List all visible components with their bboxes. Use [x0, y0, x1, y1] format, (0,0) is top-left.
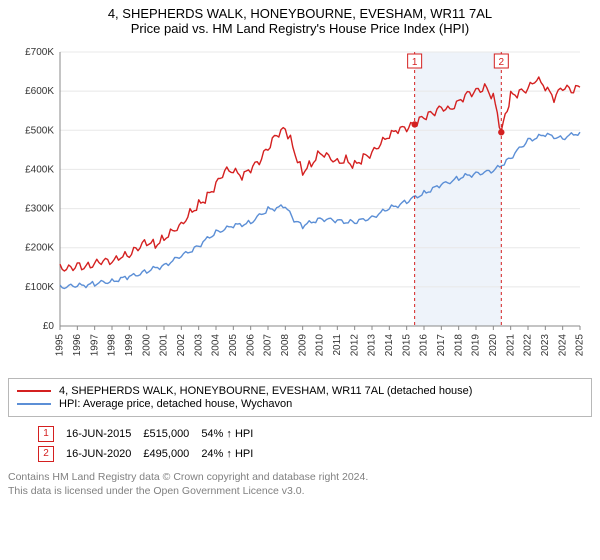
svg-text:2009: 2009 [297, 334, 308, 357]
svg-text:£700K: £700K [25, 47, 54, 58]
legend-swatch [17, 390, 51, 392]
marker-badge: 2 [38, 446, 54, 462]
marker-row: 1 16-JUN-2015£515,00054% ↑ HPI [38, 425, 263, 443]
svg-text:2014: 2014 [384, 334, 395, 357]
svg-text:2019: 2019 [471, 334, 482, 357]
marker-delta: 54% ↑ HPI [201, 425, 263, 443]
legend-label: HPI: Average price, detached house, Wych… [59, 398, 292, 410]
svg-text:2000: 2000 [141, 334, 152, 357]
svg-text:2002: 2002 [176, 334, 187, 357]
footer-attribution: Contains HM Land Registry data © Crown c… [8, 471, 592, 498]
svg-text:2022: 2022 [523, 334, 534, 357]
marker-table: 1 16-JUN-2015£515,00054% ↑ HPI 2 16-JUN-202… [36, 423, 265, 465]
svg-text:1997: 1997 [89, 334, 100, 357]
svg-text:2012: 2012 [349, 334, 360, 357]
svg-text:2006: 2006 [245, 334, 256, 357]
marker-price: £495,000 [143, 445, 199, 463]
svg-text:2021: 2021 [505, 334, 516, 357]
svg-text:2010: 2010 [315, 334, 326, 357]
svg-text:2003: 2003 [193, 334, 204, 357]
svg-text:£100K: £100K [25, 282, 54, 293]
svg-text:2024: 2024 [557, 334, 568, 357]
chart-title: 4, SHEPHERDS WALK, HONEYBOURNE, EVESHAM,… [8, 6, 592, 21]
svg-text:£400K: £400K [25, 164, 54, 175]
legend-item: HPI: Average price, detached house, Wych… [17, 398, 583, 410]
svg-text:2025: 2025 [575, 334, 586, 357]
svg-text:2015: 2015 [401, 334, 412, 357]
svg-text:2008: 2008 [280, 334, 291, 357]
svg-text:£300K: £300K [25, 204, 54, 215]
svg-text:2007: 2007 [263, 334, 274, 357]
footer-line1: Contains HM Land Registry data © Crown c… [8, 471, 592, 485]
marker-date: 16-JUN-2020 [66, 445, 141, 463]
legend: 4, SHEPHERDS WALK, HONEYBOURNE, EVESHAM,… [8, 378, 592, 417]
chart-area: £0 £100K £200K £300K £400K £500K £600K £700K 199… [8, 42, 592, 372]
line-chart-svg: £0 £100K £200K £300K £400K £500K £600K £700K 199… [8, 42, 592, 372]
svg-text:2016: 2016 [419, 334, 430, 357]
chart-container: 4, SHEPHERDS WALK, HONEYBOURNE, EVESHAM,… [0, 0, 600, 506]
svg-text:£500K: £500K [25, 125, 54, 136]
svg-text:2017: 2017 [436, 334, 447, 357]
marker-price: £515,000 [143, 425, 199, 443]
legend-label: 4, SHEPHERDS WALK, HONEYBOURNE, EVESHAM,… [59, 385, 472, 397]
svg-text:£600K: £600K [25, 86, 54, 97]
svg-text:2005: 2005 [228, 334, 239, 357]
footer-line2: This data is licensed under the Open Gov… [8, 485, 592, 499]
legend-item: 4, SHEPHERDS WALK, HONEYBOURNE, EVESHAM,… [17, 385, 583, 397]
svg-text:1999: 1999 [124, 334, 135, 357]
svg-text:1: 1 [412, 57, 418, 68]
marker-row: 2 16-JUN-2020£495,00024% ↑ HPI [38, 445, 263, 463]
marker-badge: 1 [38, 426, 54, 442]
legend-swatch [17, 403, 51, 405]
svg-text:2020: 2020 [488, 334, 499, 357]
svg-text:2001: 2001 [159, 334, 170, 357]
chart-subtitle: Price paid vs. HM Land Registry's House … [8, 21, 592, 36]
svg-text:2004: 2004 [211, 334, 222, 357]
svg-text:2: 2 [499, 57, 505, 68]
svg-text:£200K: £200K [25, 243, 54, 254]
svg-text:1996: 1996 [72, 334, 83, 357]
svg-text:1995: 1995 [55, 334, 66, 357]
svg-text:£0: £0 [43, 321, 55, 332]
marker-delta: 24% ↑ HPI [201, 445, 263, 463]
svg-text:2023: 2023 [540, 334, 551, 357]
marker-date: 16-JUN-2015 [66, 425, 141, 443]
svg-text:2018: 2018 [453, 334, 464, 357]
svg-text:2013: 2013 [367, 334, 378, 357]
svg-text:1998: 1998 [107, 334, 118, 357]
svg-text:2011: 2011 [332, 334, 343, 356]
